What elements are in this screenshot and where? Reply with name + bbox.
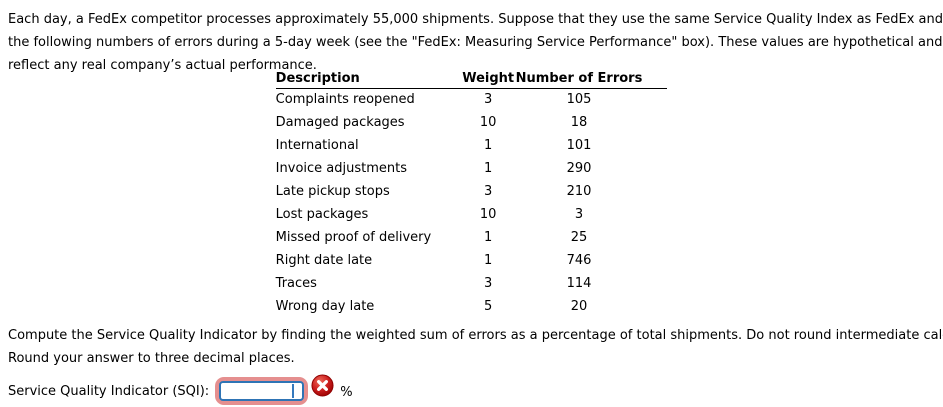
cell-errors: 114 — [566, 276, 592, 291]
cell-description: Missed proof of delivery — [275, 230, 432, 245]
intro-line: the following numbers of errors during a… — [8, 35, 943, 50]
intro-line: Each day, a FedEx competitor processes a… — [8, 12, 943, 27]
cell-description: Traces — [275, 276, 317, 291]
cell-description: Invoice adjustments — [275, 161, 407, 176]
cell-errors: 290 — [566, 161, 592, 176]
question-instructions: Compute the Service Quality Indicator by… — [8, 324, 943, 370]
cell-errors: 101 — [566, 138, 592, 153]
cell-weight: 1 — [484, 230, 493, 245]
table-row: Wrong day late 5 20 — [276, 295, 668, 318]
table-row: Damaged packages 10 18 — [276, 111, 668, 134]
cell-weight: 1 — [484, 161, 493, 176]
question-intro: Each day, a FedEx competitor processes a… — [8, 8, 943, 77]
column-header-weight: Weight — [460, 71, 516, 89]
table-header-row: Description Weight Number of Errors — [275, 71, 668, 89]
cell-weight: 5 — [484, 299, 493, 314]
cell-description: Lost packages — [275, 207, 369, 222]
sqi-label: Service Quality Indicator (SQI): — [8, 383, 210, 399]
sqi-input-wrapper — [219, 381, 305, 401]
cell-description: Damaged packages — [275, 115, 405, 130]
cell-errors: 25 — [570, 230, 588, 245]
cell-description: Wrong day late — [275, 299, 375, 314]
cell-weight: 3 — [484, 92, 493, 108]
table-row: Missed proof of delivery 1 25 — [276, 226, 668, 249]
table-row: Late pickup stops 3 210 — [276, 180, 668, 203]
table-row: Lost packages 10 3 — [276, 203, 668, 226]
sqi-input[interactable] — [219, 381, 305, 401]
cell-weight: 10 — [479, 115, 497, 130]
table-row: Complaints reopened 3 105 — [276, 88, 668, 111]
table-row: Traces 3 114 — [276, 272, 668, 295]
cell-errors: 210 — [566, 184, 592, 199]
cell-description: Complaints reopened — [275, 92, 415, 108]
table-row: Right date late 1 746 — [276, 249, 668, 272]
cell-weight: 3 — [484, 184, 493, 199]
cell-weight: 10 — [479, 207, 497, 222]
cell-errors: 746 — [566, 253, 592, 268]
cell-description: Right date late — [275, 253, 373, 268]
instructions-line: Round your answer to three decimal place… — [8, 351, 295, 366]
cell-errors: 3 — [574, 207, 584, 222]
intro-line: reflect any real company’s actual perfor… — [8, 58, 317, 73]
cell-weight: 3 — [484, 276, 493, 291]
instructions-line: Compute the Service Quality Indicator by… — [8, 328, 943, 343]
cell-errors: 20 — [570, 299, 588, 314]
answer-row: Service Quality Indicator (SQI): % — [8, 373, 943, 406]
table-row: Invoice adjustments 1 290 — [276, 157, 668, 180]
column-header-description: Description — [275, 71, 461, 89]
cell-errors: 105 — [566, 92, 592, 108]
cell-errors: 18 — [570, 115, 588, 130]
cell-description: Late pickup stops — [275, 184, 390, 199]
table-row: International 1 101 — [276, 134, 668, 157]
column-header-number-of-errors: Number of Errors — [515, 71, 668, 89]
cell-weight: 1 — [484, 138, 493, 153]
errors-table: Description Weight Number of Errors Comp… — [275, 71, 668, 318]
incorrect-icon — [311, 373, 334, 397]
percent-sign: % — [340, 384, 353, 400]
cell-weight: 1 — [484, 253, 493, 268]
cell-description: International — [275, 138, 359, 153]
text-caret — [292, 384, 295, 398]
